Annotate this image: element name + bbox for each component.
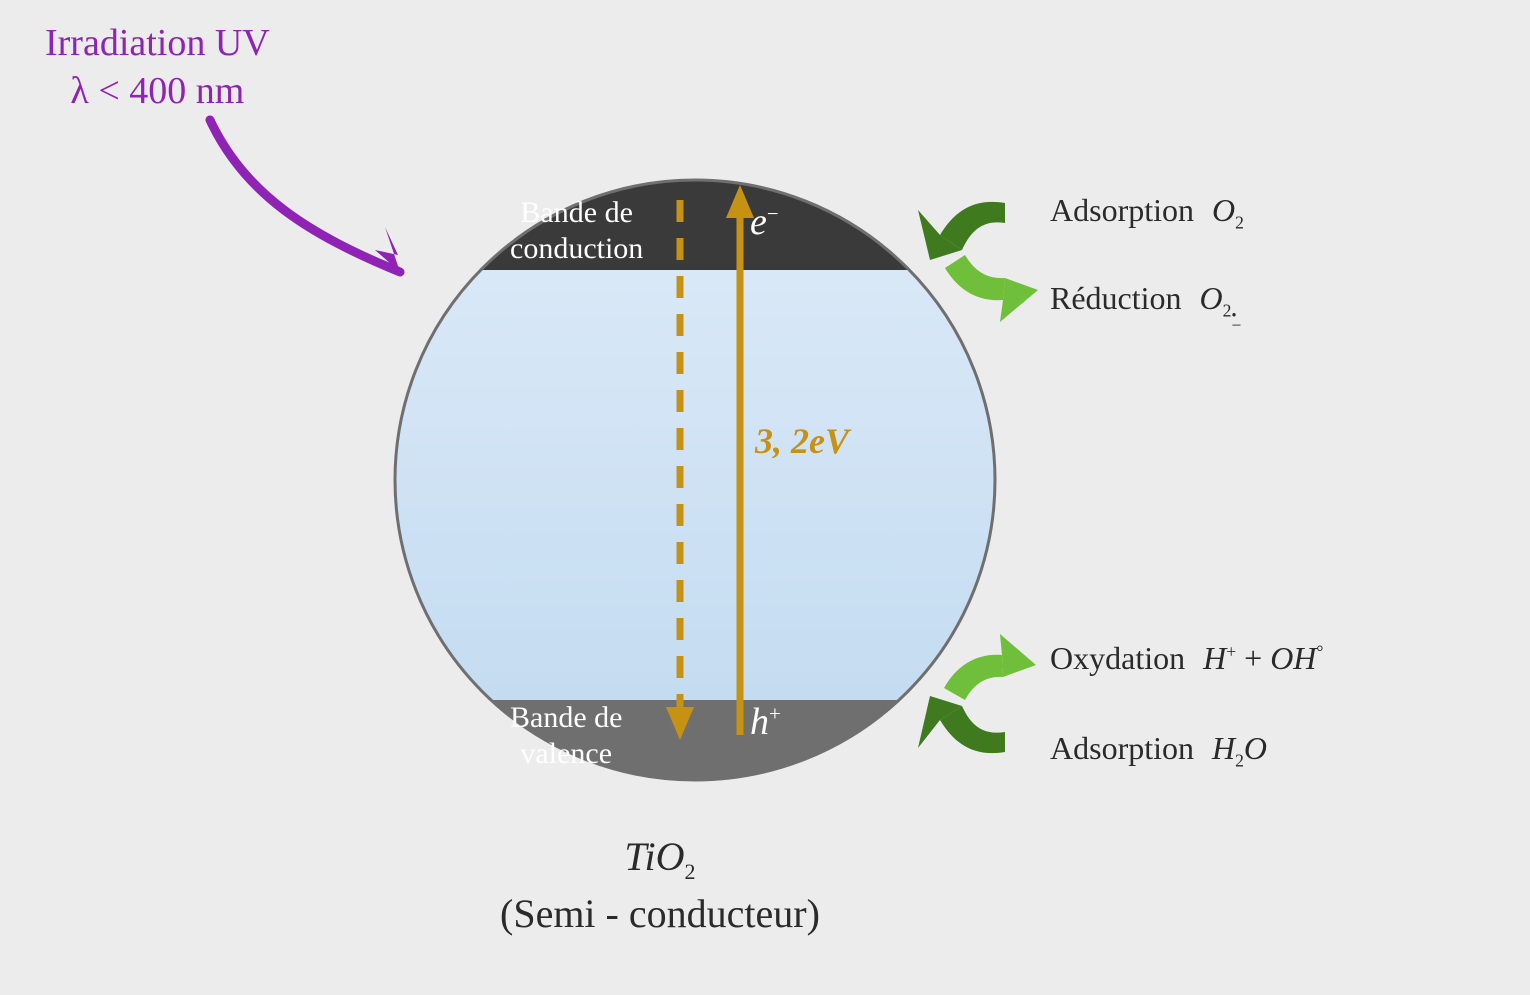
chem-h-oh: H+ + OH°	[1203, 640, 1323, 677]
reaction-adsorption-o2: Adsorption O2	[1050, 192, 1244, 233]
reaction-adsorption-h2o: Adsorption H2O	[1050, 730, 1267, 771]
chem-o2: O2	[1212, 192, 1244, 233]
diagram-stage: { "type": "infographic", "background_col…	[0, 0, 1530, 995]
adsorption-o2-arrow	[918, 202, 1005, 260]
caption-subtitle: (Semi - conducteur)	[500, 887, 820, 941]
uv-line1: Irradiation UV	[45, 20, 270, 68]
material-caption: TiO2 (Semi - conducteur)	[500, 830, 820, 941]
reduction-arrow	[945, 255, 1038, 322]
conduction-band-label: Bande de conduction	[510, 195, 643, 267]
bandgap-fill	[0, 270, 1530, 700]
hole-label: h+	[750, 700, 781, 744]
bandgap-value: 3, 2eV	[755, 420, 849, 462]
electron-label: e−	[750, 200, 779, 244]
reaction-reduction: Réduction O2•−	[1050, 280, 1254, 321]
uv-line2: λ < 400 nm	[45, 68, 270, 116]
caption-formula: TiO2	[500, 830, 820, 887]
chem-o2-radical: O2•−	[1200, 280, 1254, 321]
chem-h2o: H2O	[1212, 730, 1267, 771]
valence-band-label: Bande de valence	[510, 700, 622, 772]
oxidation-arrow	[944, 634, 1036, 700]
adsorption-h2o-arrow	[918, 696, 1005, 753]
uv-arrow	[210, 120, 400, 272]
uv-irradiation-label: Irradiation UV λ < 400 nm	[45, 20, 270, 115]
reaction-oxidation: Oxydation H+ + OH°	[1050, 640, 1323, 677]
